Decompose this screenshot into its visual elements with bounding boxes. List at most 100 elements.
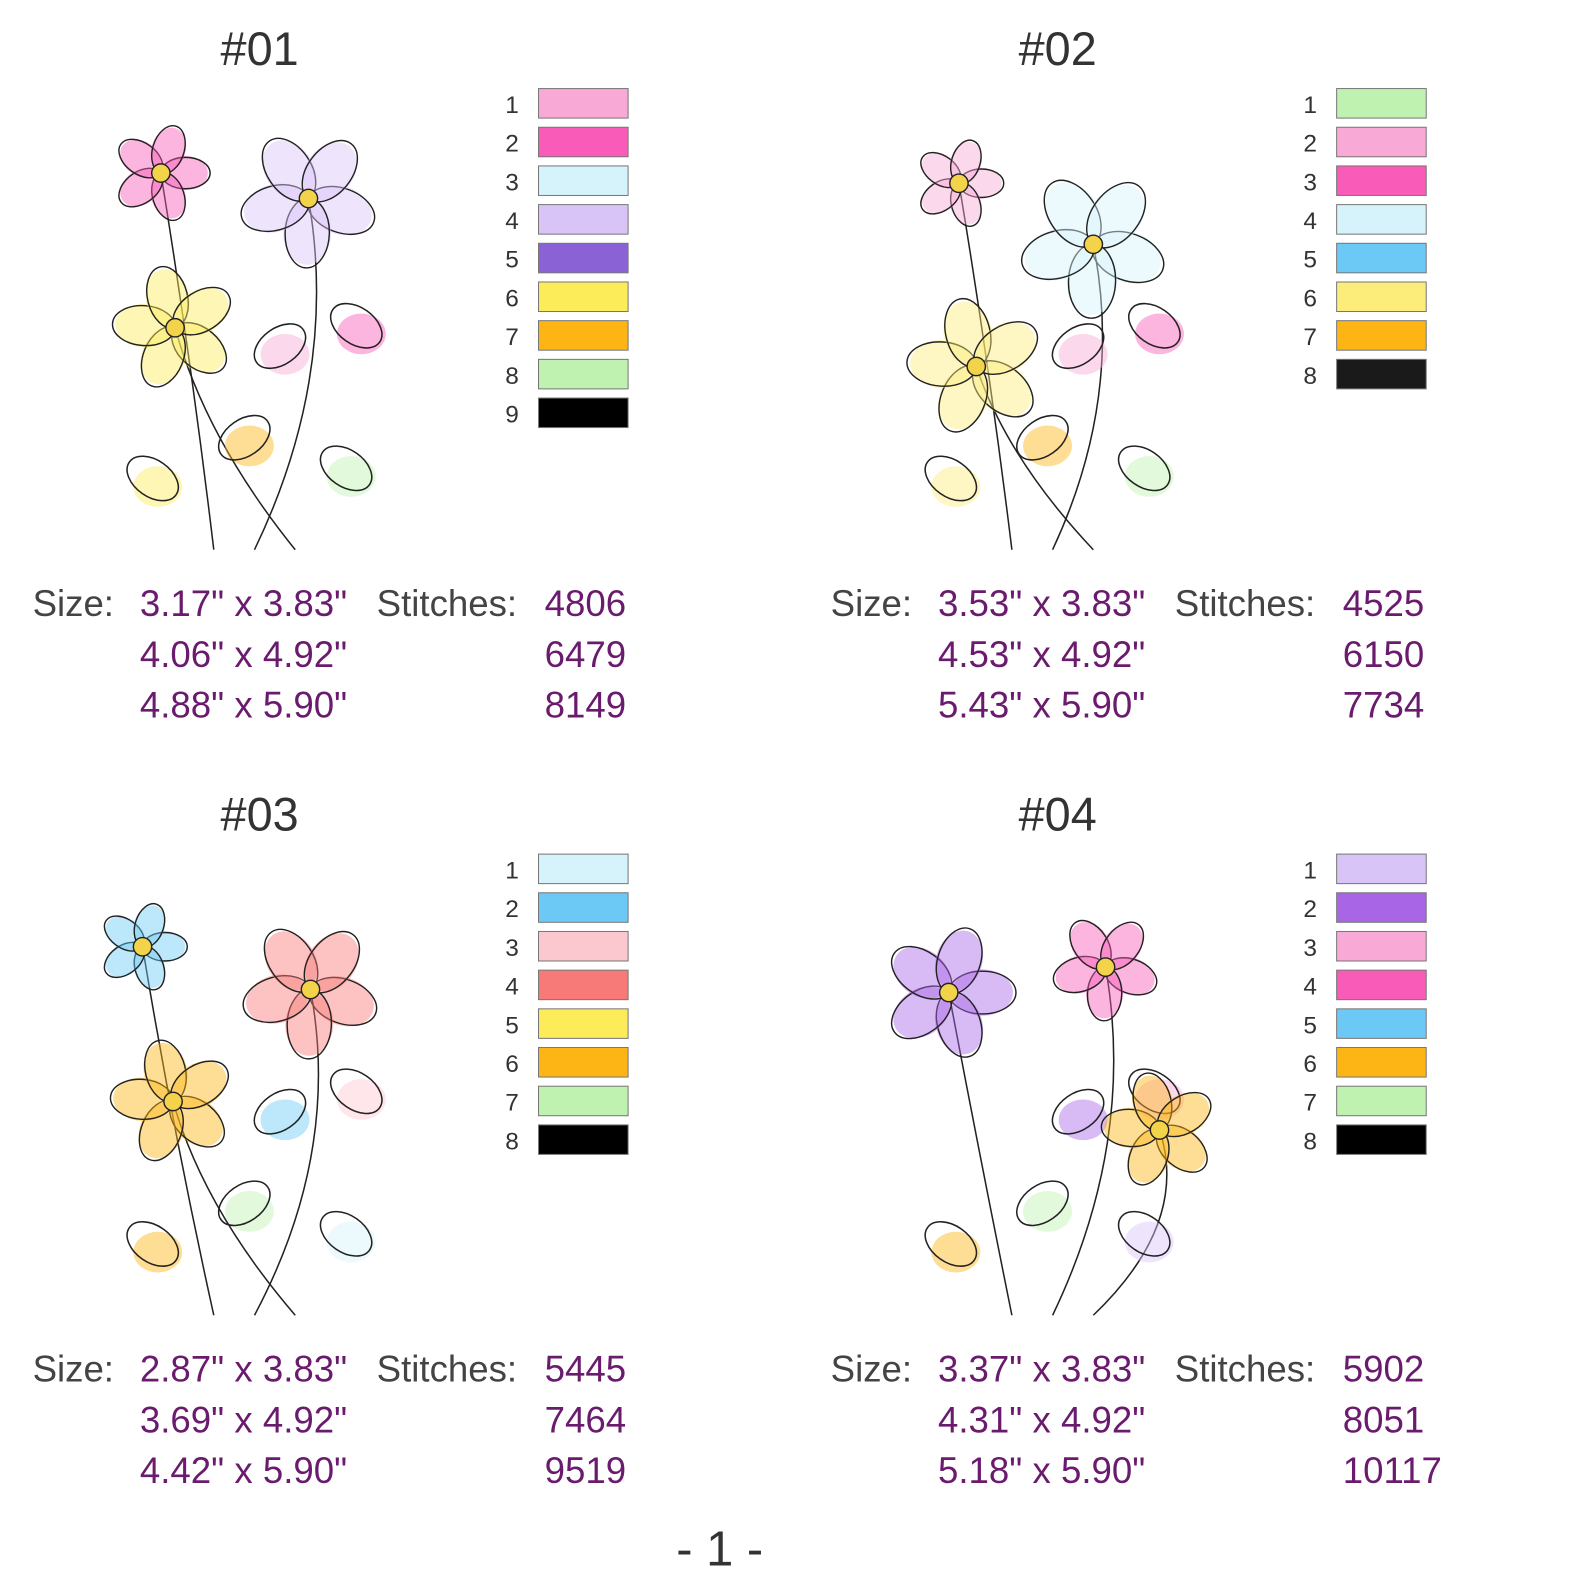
petal-wash bbox=[150, 127, 187, 172]
embroidery-art bbox=[111, 124, 386, 551]
color-number: 3 bbox=[1303, 169, 1317, 196]
petal-wash bbox=[943, 301, 993, 364]
color-number: 7 bbox=[505, 1090, 519, 1117]
color-swatch bbox=[538, 126, 629, 158]
petal-wash bbox=[1087, 184, 1145, 246]
size-label: Size: bbox=[33, 1348, 114, 1389]
stitch-count: 7464 bbox=[545, 1399, 626, 1440]
color-number: 7 bbox=[1303, 1090, 1317, 1117]
petal-wash bbox=[163, 156, 208, 191]
color-swatch bbox=[538, 204, 629, 235]
petal-wash bbox=[935, 930, 984, 991]
color-swatch bbox=[538, 281, 629, 313]
design-title: #02 bbox=[1019, 23, 1097, 75]
flower-center bbox=[938, 982, 959, 1003]
color-number: 2 bbox=[505, 896, 519, 923]
color-number: 4 bbox=[1303, 974, 1317, 1001]
embroidery-art bbox=[103, 902, 386, 1316]
size-label: Size: bbox=[831, 1348, 912, 1389]
color-swatch bbox=[1336, 853, 1427, 885]
petal-wash bbox=[115, 303, 173, 348]
leaf-wash bbox=[336, 313, 386, 355]
petal-wash bbox=[1066, 247, 1118, 315]
petal-wash bbox=[1127, 1131, 1170, 1183]
stitch-count: 8149 bbox=[545, 685, 626, 726]
color-number: 2 bbox=[1303, 896, 1317, 923]
petal-wash bbox=[949, 141, 982, 182]
flower-center bbox=[150, 163, 171, 183]
leaf bbox=[319, 1210, 373, 1257]
color-swatch bbox=[538, 1008, 629, 1039]
flower-center bbox=[165, 317, 185, 338]
color-swatch bbox=[1336, 358, 1427, 390]
flower-center bbox=[1083, 234, 1104, 255]
leaf-wash bbox=[1023, 425, 1072, 467]
color-number: 7 bbox=[505, 324, 519, 351]
leaf-wash bbox=[224, 425, 274, 467]
petal-wash bbox=[138, 1102, 185, 1159]
color-swatch bbox=[538, 358, 629, 390]
stitch-count: 6150 bbox=[1343, 634, 1424, 675]
stitch-count: 8051 bbox=[1343, 1399, 1424, 1440]
color-number: 3 bbox=[505, 935, 519, 962]
design-title: #04 bbox=[1019, 789, 1097, 841]
embroidery-art bbox=[890, 919, 1212, 1316]
design: #02 1 2 3 4 5 6 7 8 Size: Stitches: 3.53" x 3.83" 4.… bbox=[831, 23, 1427, 726]
petal-wash bbox=[143, 1042, 188, 1100]
leaf bbox=[217, 1180, 271, 1227]
stem bbox=[1051, 966, 1115, 1316]
petal-wash bbox=[140, 329, 187, 385]
color-swatch bbox=[1336, 165, 1427, 196]
stem bbox=[253, 989, 320, 1316]
color-swatch bbox=[1336, 204, 1427, 235]
petal-wash bbox=[173, 323, 226, 373]
size-value: 2.87" x 3.83" bbox=[140, 1348, 347, 1389]
petal-wash bbox=[1024, 228, 1091, 281]
color-swatch bbox=[538, 853, 629, 885]
color-number: 5 bbox=[505, 1012, 519, 1039]
petal-wash bbox=[145, 269, 190, 326]
color-swatch bbox=[1336, 1124, 1427, 1155]
color-swatch bbox=[1336, 281, 1427, 313]
stitch-count: 4525 bbox=[1343, 583, 1424, 624]
color-swatch bbox=[538, 165, 629, 196]
design-title: #03 bbox=[221, 789, 299, 841]
leaf-wash bbox=[1135, 313, 1184, 355]
stitch-count: 10117 bbox=[1343, 1450, 1442, 1491]
flower-center bbox=[300, 979, 321, 1000]
petal-wash bbox=[246, 974, 309, 1024]
color-swatch bbox=[538, 1085, 629, 1117]
stem bbox=[253, 198, 318, 551]
color-number: 8 bbox=[505, 1128, 519, 1155]
design: #04 1 2 3 4 5 6 7 8 Size: Stitches: 3.37" x 3.83" 4.… bbox=[831, 789, 1442, 1492]
petal-wash bbox=[150, 174, 187, 219]
design: #01 1 2 3 4 5 6 7 8 9 Size: Stitches: 3.17" x 3.83" 4… bbox=[33, 23, 629, 726]
color-number: 4 bbox=[505, 208, 519, 235]
petal-wash bbox=[974, 361, 1032, 417]
stem bbox=[141, 946, 215, 1316]
color-swatch bbox=[538, 1124, 629, 1155]
color-swatch bbox=[1336, 930, 1427, 962]
petal-wash bbox=[1131, 1075, 1174, 1128]
petal-wash bbox=[120, 139, 162, 178]
color-swatch bbox=[538, 969, 629, 1001]
leaf bbox=[253, 323, 307, 370]
stitches-label: Stitches: bbox=[1175, 1348, 1315, 1389]
leaf-wash bbox=[224, 1191, 274, 1232]
color-swatch bbox=[1336, 242, 1427, 274]
stitch-count: 5445 bbox=[545, 1348, 626, 1389]
color-number: 3 bbox=[505, 169, 519, 196]
leaf-wash bbox=[326, 1221, 376, 1263]
petal-wash bbox=[1101, 923, 1144, 969]
color-swatch bbox=[538, 320, 629, 351]
leaf bbox=[329, 302, 383, 349]
color-number: 4 bbox=[505, 974, 519, 1001]
stem bbox=[160, 172, 215, 550]
color-number: 6 bbox=[1303, 1051, 1317, 1078]
flower-center bbox=[163, 1091, 183, 1112]
color-number: 8 bbox=[1303, 1128, 1317, 1155]
petal-wash bbox=[113, 1077, 171, 1121]
color-number: 1 bbox=[1303, 858, 1317, 885]
leaf-wash bbox=[133, 466, 183, 507]
